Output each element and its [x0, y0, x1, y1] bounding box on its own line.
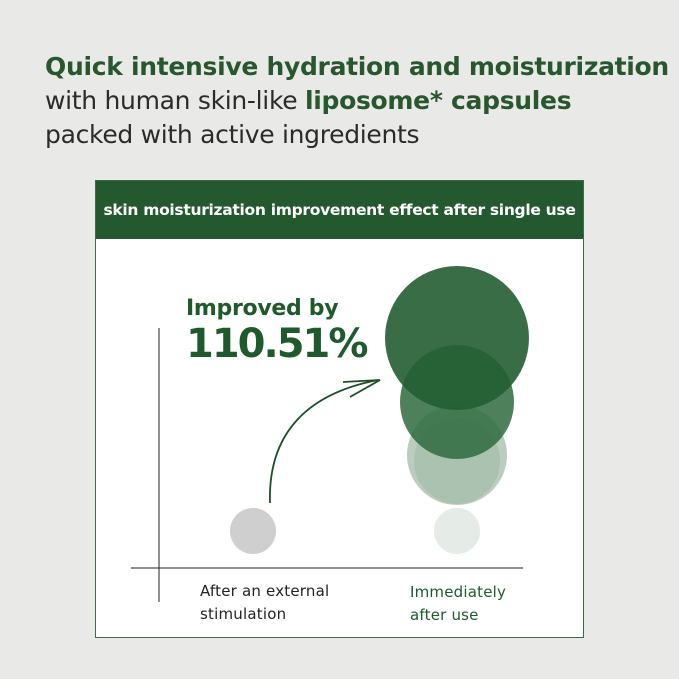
- improved-value: 110.51%: [186, 321, 368, 367]
- before-circle: [230, 508, 276, 554]
- after-label-line1: Immediately: [410, 583, 507, 601]
- before-label-line2: stimulation: [200, 605, 287, 623]
- improvement-callout: Improved by 110.51%: [186, 296, 368, 367]
- growth-arrow: [269, 379, 379, 504]
- headline-line2: with human skin-like: [45, 86, 305, 115]
- headline-liposome: liposome* capsules: [304, 86, 572, 115]
- after-circle-1: [385, 266, 529, 410]
- arrow-head: [342, 379, 381, 398]
- after-label-line2: after use: [410, 606, 479, 624]
- before-label: After an external stimulation: [200, 580, 329, 626]
- improved-label: Improved by: [186, 296, 339, 321]
- before-label-line1: After an external: [200, 582, 330, 600]
- after-circle-5: [434, 508, 480, 554]
- headline-bold: Quick intensive hydration and moisturiza…: [45, 52, 669, 81]
- headline: Quick intensive hydration and moisturiza…: [45, 50, 669, 152]
- panel-title: skin moisturization improvement effect a…: [96, 181, 583, 239]
- headline-line3: packed with active ingredients: [45, 120, 420, 149]
- after-label: Immediately after use: [410, 581, 506, 627]
